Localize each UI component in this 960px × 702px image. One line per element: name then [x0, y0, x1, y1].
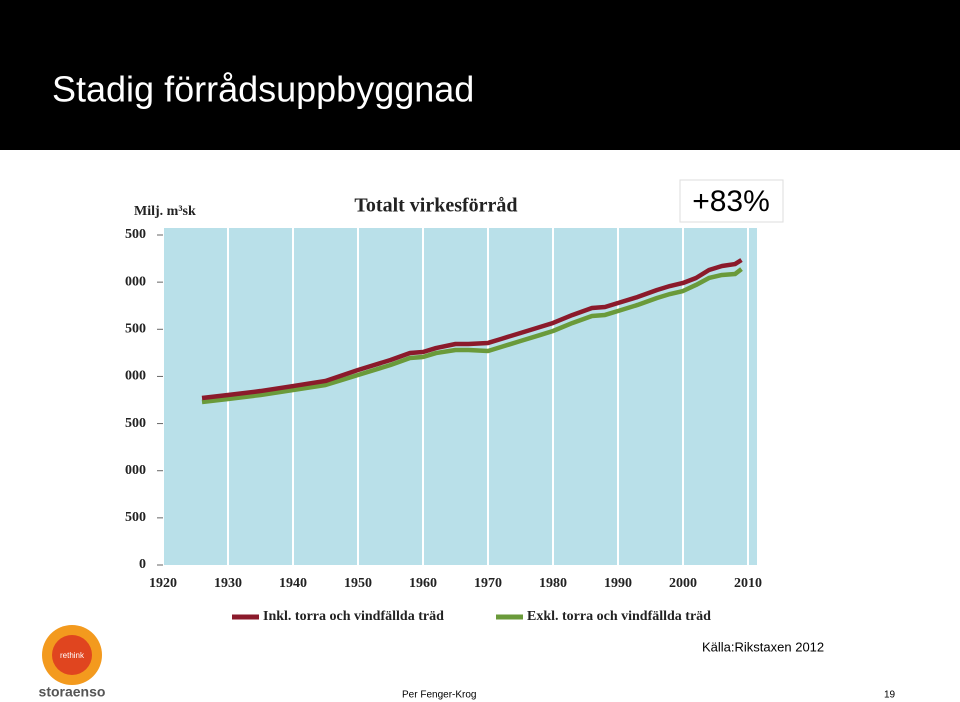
y-tick-label: 0 [139, 557, 146, 572]
logo: rethink storaenso [39, 625, 106, 700]
y-tick-label: 000 [125, 274, 146, 289]
y-tick-label: 500 [125, 510, 146, 525]
y-tick-label: 500 [125, 227, 146, 242]
y-tick-label: 500 [125, 322, 146, 337]
x-tick-label: 1990 [604, 576, 632, 591]
x-tick-label: 1940 [279, 576, 307, 591]
footer: Per Fenger-Krog [402, 690, 476, 701]
logo-core [52, 635, 92, 675]
logo-tagline: rethink [60, 651, 85, 660]
annotation: +83% [692, 185, 770, 218]
x-tick-label: 1950 [344, 576, 372, 591]
x-tick-label: 1980 [539, 576, 567, 591]
series-line [201, 258, 743, 401]
y-axis-label: Milj. m³sk [134, 204, 196, 219]
x-tick-label: 1930 [214, 576, 242, 591]
source: Källa:Rikstaxen 2012 [702, 639, 824, 654]
x-tick-label: 2000 [669, 576, 697, 591]
header-bar [0, 0, 960, 150]
legend-label: Inkl. torra och vindfällda träd [263, 609, 444, 624]
y-tick-label: 000 [125, 369, 146, 384]
chart-title: Totalt virkesförråd [354, 195, 517, 217]
logo-text: storaenso [39, 684, 106, 700]
y-tick-label: 000 [125, 463, 146, 478]
series-line [201, 267, 743, 405]
x-tick-label: 1970 [474, 576, 502, 591]
page-number: 19 [884, 690, 896, 701]
x-tick-label: 1960 [409, 576, 437, 591]
legend-label: Exkl. torra och vindfällda träd [527, 609, 711, 624]
annotation-box [679, 179, 784, 223]
y-tick-label: 500 [125, 416, 146, 431]
x-tick-label: 1920 [149, 576, 177, 591]
x-tick-label: 2010 [734, 576, 762, 591]
slide-title: Stadig förrådsuppbyggnad [52, 69, 474, 110]
